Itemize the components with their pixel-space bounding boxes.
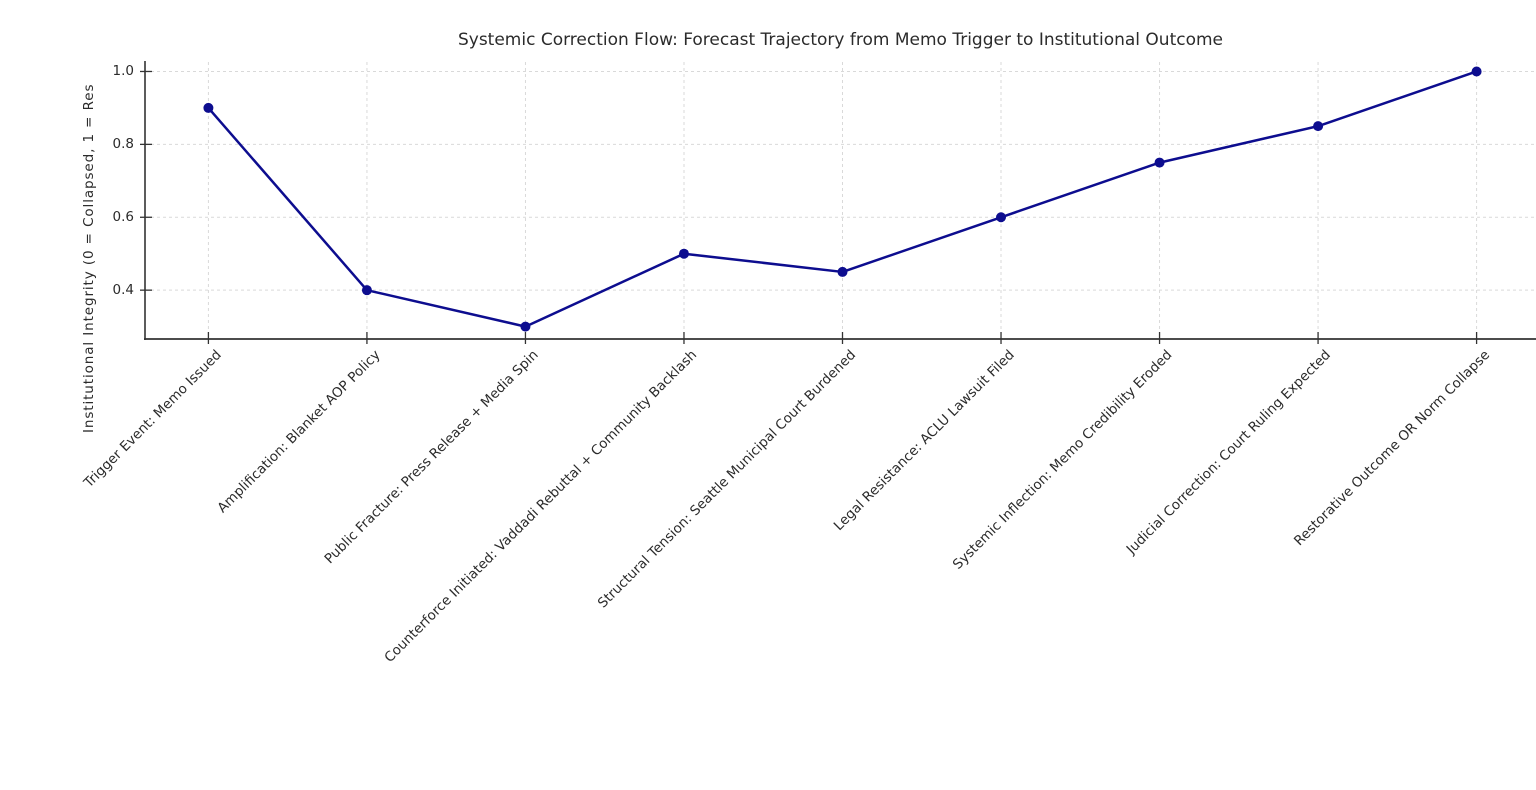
data-point-marker xyxy=(203,102,214,113)
y-tick-label: 0.8 xyxy=(112,136,134,153)
data-point-marker xyxy=(1313,121,1324,132)
data-point-marker xyxy=(678,248,689,259)
trajectory-line xyxy=(207,70,1478,328)
y-tick-label: 0.6 xyxy=(112,209,134,226)
data-point-marker xyxy=(361,285,372,296)
y-tick-label: 0.4 xyxy=(112,282,134,299)
data-point-marker xyxy=(1154,157,1165,168)
y-tick-label: 1.0 xyxy=(112,63,134,80)
data-point-marker xyxy=(1471,66,1482,77)
data-point-marker xyxy=(520,321,531,332)
data-point-marker xyxy=(837,266,848,277)
chart-title: Systemic Correction Flow: Forecast Traje… xyxy=(457,30,1224,50)
data-point-marker xyxy=(996,212,1007,223)
